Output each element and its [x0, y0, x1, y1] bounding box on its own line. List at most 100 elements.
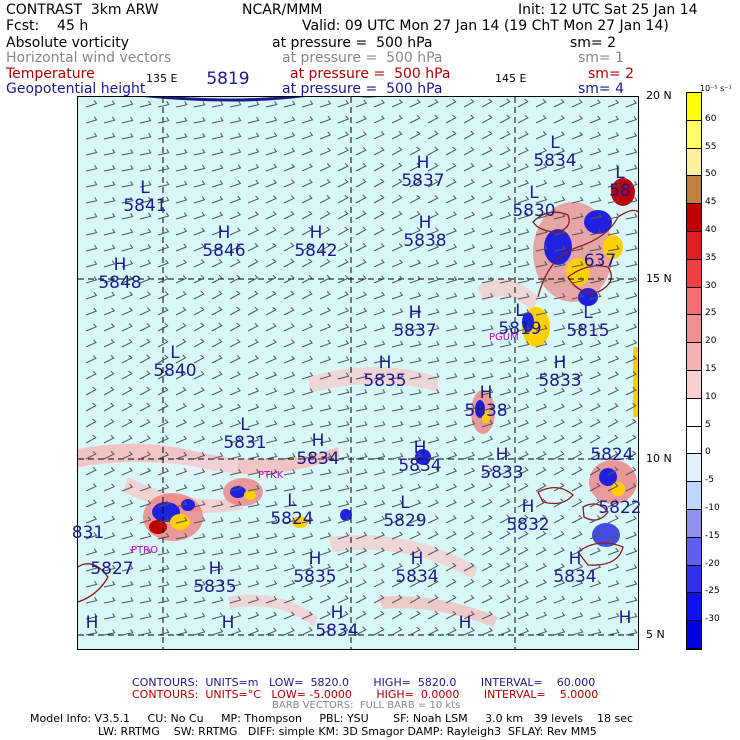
height-center-value: 5834	[553, 567, 597, 587]
wind-barb	[625, 229, 638, 236]
height-center-letter: L	[240, 415, 250, 435]
wind-barb	[517, 403, 530, 412]
colorbar-swatch	[687, 343, 701, 371]
wind-barb	[535, 356, 548, 364]
wind-barb	[193, 227, 206, 236]
wind-barb	[175, 101, 188, 108]
wind-barb	[121, 532, 134, 540]
wind-barb	[283, 501, 296, 508]
wind-barb	[139, 628, 152, 636]
wind-barb	[463, 467, 476, 476]
wind-barb	[445, 452, 458, 460]
wind-barb	[103, 323, 115, 332]
wind-barb	[139, 613, 152, 620]
colorbar-tick-label: 45	[705, 197, 717, 208]
wind-barb	[103, 116, 116, 124]
wind-barb	[301, 242, 313, 252]
wind-barb	[139, 259, 152, 268]
wind-barb	[103, 132, 116, 140]
wind-barb	[283, 420, 296, 428]
wind-barb	[517, 451, 529, 460]
height-center-value: 5831	[223, 433, 267, 453]
wind-barb	[175, 196, 188, 204]
wind-barb	[157, 548, 170, 556]
wind-barb	[139, 565, 152, 572]
wind-barb	[85, 213, 98, 220]
wind-barb	[103, 260, 116, 268]
wind-barb	[481, 388, 494, 396]
height-center-label: 831	[63, 524, 113, 542]
wind-barb	[283, 258, 295, 268]
wind-barb	[301, 469, 314, 476]
wind-barb	[337, 404, 350, 412]
wind-barb	[175, 322, 187, 332]
wind-barb	[121, 370, 133, 380]
wind-barb	[481, 211, 494, 220]
colorbar-tick-label: -20	[705, 558, 720, 569]
colorbar-swatch	[687, 148, 701, 177]
wind-barb	[139, 386, 151, 396]
wind-barb	[427, 114, 439, 124]
wind-barb	[355, 291, 368, 300]
wind-barb	[85, 629, 98, 636]
field-smoothing: sm= 2	[588, 66, 635, 82]
colorbar-swatch	[687, 259, 701, 288]
wind-barb	[571, 324, 584, 332]
wind-barb	[175, 549, 188, 556]
colorbar-tick-label: 40	[705, 225, 717, 235]
wind-barb	[157, 259, 170, 268]
wind-barb	[85, 613, 98, 620]
wind-barb	[625, 499, 637, 508]
field-name: Temperature	[6, 66, 95, 82]
height-center-letter: H	[479, 383, 493, 403]
wind-barb	[625, 371, 637, 380]
wind-barb	[427, 146, 439, 156]
wind-barb	[409, 210, 421, 220]
height-center-value: 5837	[393, 321, 437, 341]
wind-barb	[319, 388, 332, 396]
wind-barb	[535, 114, 547, 124]
wind-barb	[517, 372, 530, 380]
wind-barb	[535, 179, 548, 188]
wind-barb	[157, 322, 169, 332]
wind-barb	[337, 484, 350, 492]
wind-barb	[121, 196, 134, 204]
wind-barb	[175, 259, 187, 268]
wind-barb	[445, 404, 458, 412]
wind-barb	[337, 579, 349, 588]
field-pressure: at pressure = 500 hPa	[282, 50, 443, 66]
wind-barb	[499, 611, 511, 620]
wind-barb	[481, 372, 494, 380]
colorbar-tick-label: 5	[705, 419, 711, 430]
height-center-label: L 5834	[530, 134, 580, 170]
wind-barb	[337, 194, 349, 204]
wind-barb	[589, 292, 602, 300]
wind-barb	[589, 180, 602, 188]
wind-barb	[301, 355, 314, 364]
wind-barb	[193, 468, 206, 476]
wind-barb	[247, 100, 260, 108]
wind-barb	[625, 244, 638, 252]
wind-barb	[463, 594, 475, 604]
wind-barb	[499, 404, 512, 412]
wind-barb	[175, 164, 188, 172]
wind-barb	[211, 258, 223, 268]
wind-barb	[175, 565, 188, 572]
wind-barb	[481, 467, 493, 476]
wind-barb	[589, 547, 601, 556]
wind-barb	[85, 244, 98, 252]
wind-barb	[301, 100, 314, 108]
wind-barb	[157, 467, 170, 476]
wind-barb	[175, 596, 188, 604]
wind-barb	[319, 595, 331, 604]
wind-barb	[571, 628, 584, 636]
wind-barb	[535, 530, 547, 540]
wind-barb	[553, 482, 565, 492]
wind-barb	[535, 147, 547, 156]
wind-barb	[139, 116, 152, 124]
wind-barb	[463, 341, 476, 348]
wind-barb	[535, 546, 547, 556]
wind-barb	[103, 339, 115, 348]
colorbar-swatch	[687, 315, 701, 344]
wind-barb	[517, 244, 530, 252]
